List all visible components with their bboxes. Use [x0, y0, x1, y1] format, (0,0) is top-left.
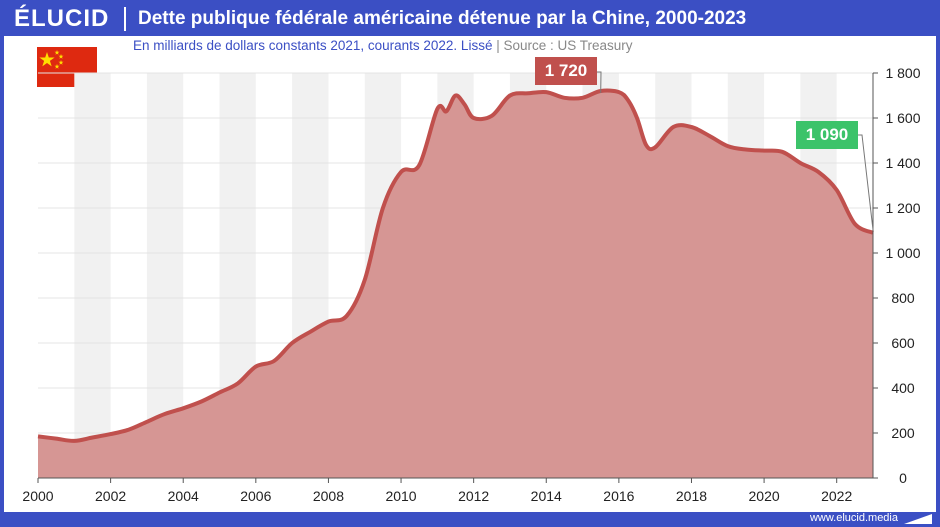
x-tick-label: 2022 [821, 488, 852, 504]
subtitle-text: En milliards de dollars constants 2021, … [133, 38, 493, 53]
y-tick-label: 600 [891, 335, 915, 351]
x-tick-label: 2000 [22, 488, 53, 504]
y-tick-label: 1 400 [885, 155, 920, 171]
logo-separator [124, 7, 126, 31]
last-callout-leader [858, 134, 874, 230]
grid-band [74, 73, 111, 478]
y-tick-label: 1 600 [885, 110, 920, 126]
x-tick-label: 2014 [531, 488, 562, 504]
y-tick-label: 1 800 [885, 65, 920, 81]
max-value-callout: 1 720 [535, 57, 597, 85]
x-tick-label: 2010 [385, 488, 416, 504]
last-value-callout: 1 090 [796, 121, 858, 149]
x-tick-label: 2012 [458, 488, 489, 504]
source-text: Source : US Treasury [503, 38, 633, 53]
x-tick-label: 2020 [749, 488, 780, 504]
y-tick-label: 1 000 [885, 245, 920, 261]
y-tick-label: 0 [899, 470, 907, 486]
elucid-mark-icon [904, 514, 932, 524]
x-tick-label: 2002 [95, 488, 126, 504]
x-tick-label: 2018 [676, 488, 707, 504]
x-tick-label: 2008 [313, 488, 344, 504]
series-area [38, 90, 873, 478]
x-tick-label: 2016 [603, 488, 634, 504]
elucid-logo[interactable]: ÉLUCID [14, 5, 110, 32]
chart-subtitle: En milliards de dollars constants 2021, … [133, 38, 633, 53]
y-tick-label: 200 [891, 425, 915, 441]
header-bar: ÉLUCID Dette publique fédérale américain… [0, 0, 940, 36]
subtitle-separator: | [496, 38, 500, 53]
x-tick-label: 2006 [240, 488, 271, 504]
chart-title: Dette publique fédérale américaine déten… [138, 8, 747, 29]
max-callout-leader [597, 71, 602, 94]
y-tick-label: 1 200 [885, 200, 920, 216]
series-line [37, 88, 874, 443]
y-tick-label: 400 [891, 380, 915, 396]
x-tick-label: 2004 [168, 488, 199, 504]
footer-url[interactable]: www.elucid.media [809, 512, 898, 524]
y-tick-label: 800 [891, 290, 915, 306]
